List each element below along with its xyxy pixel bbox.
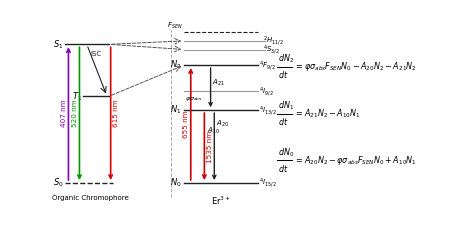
Text: 520 nm: 520 nm [72,100,78,127]
Text: Er$^{3+}$: Er$^{3+}$ [211,195,231,207]
Text: $T_1$: $T_1$ [72,90,82,103]
Text: $^4I_{9/2}$: $^4I_{9/2}$ [259,85,274,97]
Text: = $\varphi\sigma_{abs}F_{SEN}N_0 - A_{20}N_2 - A_{21}N_2$: = $\varphi\sigma_{abs}F_{SEN}N_0 - A_{20… [295,60,417,73]
Text: $A_{20}$: $A_{20}$ [216,119,229,129]
Text: $^4F_{9/2}$: $^4F_{9/2}$ [259,59,276,72]
Text: $N_1$: $N_1$ [170,104,182,116]
Text: 615 nm: 615 nm [113,100,119,127]
Text: $dt$: $dt$ [278,116,288,127]
Text: = $A_{21}N_2 - A_{10}N_1$: = $A_{21}N_2 - A_{10}N_1$ [295,107,361,120]
Text: $^4I_{13/2}$: $^4I_{13/2}$ [259,104,277,117]
Text: $dN_0$: $dN_0$ [278,146,294,159]
Text: = $A_{20}N_2 - \varphi\sigma_{abs}F_{SEN}N_0 + A_{10}N_1$: = $A_{20}N_2 - \varphi\sigma_{abs}F_{SEN… [295,154,417,167]
Text: $^4I_{15/2}$: $^4I_{15/2}$ [259,177,277,189]
Text: 1535 nm: 1535 nm [207,130,212,163]
Text: 655 nm: 655 nm [182,110,189,138]
Text: ISC: ISC [91,51,101,57]
Text: $A_{21}$: $A_{21}$ [212,77,225,88]
Text: $^2H_{11/2}$: $^2H_{11/2}$ [263,34,284,47]
Text: $N_2$: $N_2$ [170,59,182,71]
Text: $N_0$: $N_0$ [170,177,182,189]
Text: Organic Chromophore: Organic Chromophore [52,195,129,201]
Text: 407 nm: 407 nm [61,100,66,127]
Text: $A_{10}$: $A_{10}$ [207,126,219,136]
Text: $F_{SEN}$: $F_{SEN}$ [166,21,182,31]
Text: $S_1$: $S_1$ [53,38,64,51]
Text: $dN_1$: $dN_1$ [278,100,294,112]
Text: $S_0$: $S_0$ [53,177,64,189]
Text: $dt$: $dt$ [278,69,288,80]
Text: $dt$: $dt$ [278,163,288,174]
Text: $^4S_{3/2}$: $^4S_{3/2}$ [263,43,280,56]
Text: $dN_2$: $dN_2$ [278,53,294,65]
Text: $\varphi\sigma_{abs}$: $\varphi\sigma_{abs}$ [185,95,203,103]
